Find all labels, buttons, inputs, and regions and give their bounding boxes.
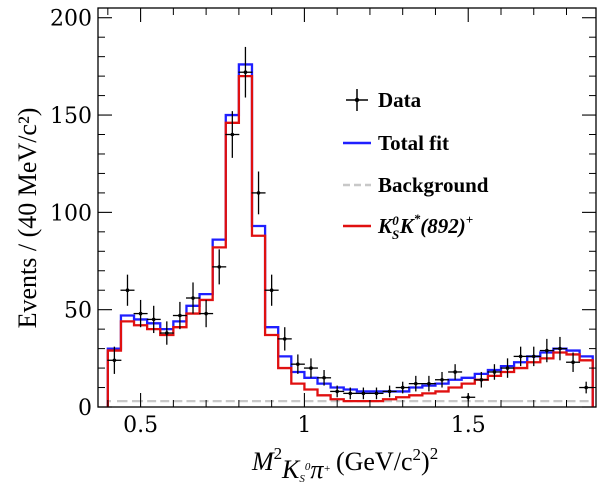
data-point (277, 327, 292, 351)
data-point-marker (571, 360, 575, 365)
data-point-marker (282, 337, 287, 341)
x-tick-label: 1.5 (451, 413, 486, 438)
data-point-marker (230, 132, 235, 137)
data-point (382, 385, 397, 398)
data-point (487, 364, 502, 380)
data-point-marker (125, 288, 130, 293)
data-point-marker (531, 354, 536, 359)
legend-entry-data: Data (346, 88, 422, 112)
x-tick-label: 0.5 (123, 413, 158, 438)
data-point (566, 352, 581, 372)
data-point-marker (400, 385, 405, 390)
data-point (330, 385, 345, 398)
data-point (552, 336, 567, 361)
data-point-marker (387, 389, 392, 394)
legend-entry-total-fit: Total fit (343, 131, 449, 155)
legend-label-background: Background (378, 173, 489, 197)
legend-label-signal: KS0K*(892)+ (377, 211, 473, 242)
data-point (199, 299, 214, 328)
data-point (395, 381, 410, 394)
data-point (120, 274, 135, 306)
y-tick-label: 50 (64, 299, 92, 324)
data-point-marker (558, 346, 562, 351)
legend: Data Total fit Background KS0K*(892)+ (343, 88, 489, 242)
data-point-marker (165, 331, 169, 335)
data-point-marker (217, 265, 222, 269)
data-point-marker (256, 191, 261, 195)
data-point-marker (348, 391, 353, 396)
data-point (186, 282, 201, 314)
data-point (343, 387, 358, 400)
data-point (513, 346, 528, 367)
data-point-marker (505, 366, 510, 370)
data-point-marker (453, 370, 457, 374)
data-point (408, 375, 423, 392)
data-point-marker (191, 296, 195, 300)
legend-entry-background: Background (343, 173, 489, 197)
data-point-marker (335, 389, 339, 394)
data-point (133, 299, 148, 328)
data-point (435, 371, 450, 388)
data-point (500, 358, 515, 378)
data-point-marker (296, 362, 300, 366)
data-point (421, 375, 436, 392)
legend-label-total-fit: Total fit (378, 131, 449, 155)
data-point-marker (492, 370, 497, 374)
data-point (146, 305, 161, 334)
data-point (317, 370, 332, 386)
data-point-marker (361, 391, 366, 396)
data-point (303, 358, 318, 378)
data-point-marker (204, 311, 208, 316)
data-point-marker (178, 313, 182, 318)
plot-frame (97, 7, 597, 408)
y-tick-label: 100 (50, 201, 92, 226)
data-point-marker (427, 381, 431, 386)
data-point (264, 274, 279, 306)
legend-entry-signal: KS0K*(892)+ (343, 211, 473, 242)
plot-border (97, 7, 597, 408)
data-point (212, 249, 227, 285)
data-point (526, 346, 541, 367)
data-point-marker (518, 354, 523, 359)
data-point (172, 301, 187, 330)
data-point-marker (112, 358, 117, 363)
data-point-marker (151, 317, 156, 322)
data-point (107, 346, 122, 374)
data-point-marker (138, 311, 143, 316)
data-point-marker (269, 288, 274, 293)
data-point-marker (322, 376, 326, 380)
svg-text:(GeV/c2)2: (GeV/c2)2 (336, 444, 438, 476)
data-point-marker (545, 348, 549, 353)
data-point-marker (243, 70, 248, 75)
data-point-marker (414, 381, 418, 386)
data-point (369, 387, 384, 400)
data-point-marker (309, 366, 313, 370)
data-point (225, 111, 240, 158)
data-point-marker (374, 391, 379, 396)
svg-text:M2: M2 (251, 444, 282, 476)
x-axis-title: M2 KS0π+ (GeV/c2)2 (251, 444, 438, 485)
data-point-marker (584, 385, 588, 390)
data-point-marker (479, 377, 484, 382)
legend-data-dot (354, 97, 360, 103)
y-tick-label: 200 (50, 7, 92, 32)
legend-label-data: Data (378, 88, 422, 112)
y-tick-label: 150 (50, 104, 92, 129)
data-point (238, 46, 253, 98)
data-point-marker (440, 377, 444, 382)
data-point (159, 321, 174, 345)
data-point (474, 371, 489, 388)
y-tick-label: 0 (78, 396, 92, 421)
x-tick-label: 1 (297, 413, 311, 438)
data-point (356, 387, 371, 400)
data-point (290, 354, 305, 374)
svg-text:KS0π+: KS0π+ (281, 455, 331, 485)
data-point (448, 364, 463, 380)
axis-ticks: 0.5 1 1.5 0 50 100 150 200 (50, 7, 596, 438)
data-point (539, 338, 554, 363)
y-axis-title: Events / (40 MeV/c²) (13, 108, 42, 329)
data-point (251, 171, 266, 215)
